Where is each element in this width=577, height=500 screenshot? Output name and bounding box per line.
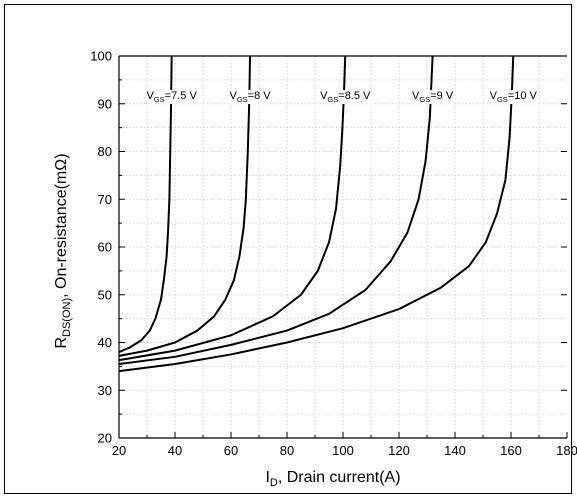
series-label-bg (228, 90, 273, 104)
x-tick-label: 100 (332, 443, 354, 458)
series-label-bg (319, 90, 373, 104)
series-label-bg (488, 90, 539, 104)
x-tick-label: 140 (444, 443, 466, 458)
series-label-4: VGS=9 V (412, 90, 454, 104)
x-tick-label: 160 (500, 443, 522, 458)
series-line-1 (119, 56, 173, 353)
y-tick-label: 80 (98, 144, 112, 159)
y-tick-label: 100 (90, 49, 112, 64)
series-label-5: VGS=10 V (490, 90, 538, 104)
x-tick-label: 120 (388, 443, 410, 458)
y-tick-label: 40 (98, 335, 112, 350)
x-tick-label: 80 (280, 443, 294, 458)
series-label-2: VGS=8 V (229, 90, 271, 104)
x-axis-title: ID, Drain current(A) (265, 469, 400, 489)
y-axis-title: RDS(ON), On-resistance(mΩ) (53, 153, 73, 348)
y-tick-label: 20 (98, 431, 112, 446)
x-tick-label: 180 (556, 443, 577, 458)
x-tick-label: 20 (112, 443, 126, 458)
series-label-bg (411, 90, 455, 104)
x-tick-label: 40 (168, 443, 182, 458)
y-tick-label: 50 (98, 287, 112, 302)
x-tick-label: 60 (224, 443, 238, 458)
series-label-1: VGS=7.5 V (146, 90, 197, 104)
series-line-5 (119, 56, 515, 373)
y-tick-label: 70 (98, 192, 112, 207)
y-tick-label: 90 (98, 96, 112, 111)
series-label-bg (145, 90, 199, 104)
series-label-3: VGS=8.5 V (320, 90, 371, 104)
series-line-4 (119, 56, 434, 365)
y-tick-label: 30 (98, 383, 112, 398)
y-tick-label: 60 (98, 240, 112, 255)
series-line-3 (119, 56, 347, 362)
series-line-2 (119, 56, 252, 357)
